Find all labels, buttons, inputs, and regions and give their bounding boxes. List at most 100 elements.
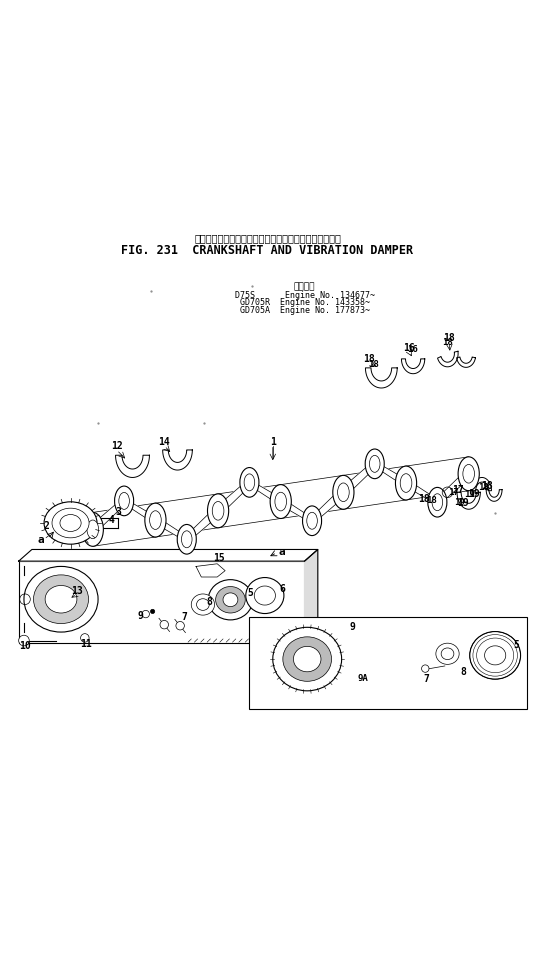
Text: 14: 14 <box>158 437 170 447</box>
Ellipse shape <box>212 502 224 520</box>
Ellipse shape <box>395 467 417 500</box>
Text: 2: 2 <box>44 521 50 531</box>
Ellipse shape <box>60 514 81 532</box>
Ellipse shape <box>240 468 259 497</box>
Text: 19: 19 <box>464 490 475 499</box>
Circle shape <box>19 635 29 646</box>
Circle shape <box>81 634 89 642</box>
Ellipse shape <box>365 449 384 478</box>
Text: GD705R  Engine No. 143358~: GD705R Engine No. 143358~ <box>240 298 370 307</box>
Polygon shape <box>337 464 379 492</box>
Text: 8: 8 <box>461 667 467 677</box>
Ellipse shape <box>34 575 89 623</box>
Ellipse shape <box>45 585 77 613</box>
Text: 18: 18 <box>478 482 489 492</box>
Text: 1: 1 <box>270 437 276 447</box>
Ellipse shape <box>145 504 166 537</box>
Text: 18: 18 <box>368 359 379 369</box>
Ellipse shape <box>44 502 97 544</box>
Text: 18: 18 <box>442 339 453 348</box>
Text: 19: 19 <box>468 489 480 499</box>
Polygon shape <box>116 455 149 477</box>
Ellipse shape <box>254 586 276 605</box>
Ellipse shape <box>275 492 287 511</box>
Polygon shape <box>400 483 442 503</box>
Polygon shape <box>19 549 318 561</box>
Ellipse shape <box>191 594 215 616</box>
Circle shape <box>176 621 185 630</box>
Ellipse shape <box>293 647 321 672</box>
Polygon shape <box>457 357 476 367</box>
Text: 13: 13 <box>71 586 83 596</box>
Ellipse shape <box>119 493 129 509</box>
Text: 18: 18 <box>426 496 437 505</box>
Text: 12: 12 <box>111 441 123 451</box>
Ellipse shape <box>485 646 506 665</box>
Polygon shape <box>212 482 254 510</box>
Ellipse shape <box>244 474 255 491</box>
Polygon shape <box>401 358 425 374</box>
Bar <box>19 561 304 643</box>
Text: 17: 17 <box>452 485 464 495</box>
Text: 4: 4 <box>109 515 114 525</box>
Polygon shape <box>304 549 318 643</box>
Ellipse shape <box>150 510 161 530</box>
Polygon shape <box>87 501 128 529</box>
Text: GD705A  Engine No. 177873~: GD705A Engine No. 177873~ <box>240 306 370 315</box>
Text: 9A: 9A <box>357 674 368 683</box>
Ellipse shape <box>196 599 209 611</box>
Ellipse shape <box>428 487 447 517</box>
Text: 5: 5 <box>514 640 519 650</box>
Text: D75S      Engine No. 134677~: D75S Engine No. 134677~ <box>234 291 374 300</box>
Text: 18: 18 <box>418 494 430 504</box>
Text: 18: 18 <box>443 333 455 343</box>
Ellipse shape <box>114 486 134 515</box>
Ellipse shape <box>432 494 442 510</box>
Ellipse shape <box>302 506 322 536</box>
Polygon shape <box>433 473 475 503</box>
Polygon shape <box>182 510 225 540</box>
Ellipse shape <box>370 456 380 472</box>
Polygon shape <box>457 492 480 509</box>
Ellipse shape <box>400 473 412 492</box>
Polygon shape <box>245 482 287 502</box>
Ellipse shape <box>436 643 459 664</box>
Ellipse shape <box>216 586 245 613</box>
Text: 11: 11 <box>81 639 93 649</box>
Polygon shape <box>120 501 162 520</box>
Text: FIG. 231  CRANKSHAFT AND VIBRATION DAMPER: FIG. 231 CRANKSHAFT AND VIBRATION DAMPER <box>121 244 414 257</box>
Text: 15: 15 <box>213 553 225 564</box>
Ellipse shape <box>458 457 479 491</box>
Ellipse shape <box>24 567 98 632</box>
Text: 10: 10 <box>19 641 31 651</box>
Text: 5: 5 <box>248 588 254 598</box>
Ellipse shape <box>246 578 284 614</box>
Text: a: a <box>37 535 44 544</box>
Text: 19: 19 <box>454 499 464 507</box>
Text: 16: 16 <box>407 345 417 354</box>
Ellipse shape <box>441 648 454 659</box>
Bar <box>249 617 527 709</box>
Text: 適用式番: 適用式番 <box>294 282 315 291</box>
Polygon shape <box>149 520 191 540</box>
Text: 18: 18 <box>481 481 493 491</box>
Text: 6: 6 <box>279 584 285 594</box>
Polygon shape <box>365 368 397 388</box>
Ellipse shape <box>333 475 354 509</box>
Circle shape <box>422 665 429 672</box>
Ellipse shape <box>463 465 475 483</box>
Polygon shape <box>438 352 458 367</box>
Polygon shape <box>486 490 502 502</box>
Ellipse shape <box>177 524 196 554</box>
Circle shape <box>150 610 155 614</box>
Text: a: a <box>279 546 286 556</box>
Text: クランクシャフト　および　バイブレーション　ダンパ: クランクシャフト および バイブレーション ダンパ <box>194 233 341 244</box>
Ellipse shape <box>208 580 253 619</box>
Text: 8: 8 <box>207 597 212 608</box>
Text: 3: 3 <box>115 507 121 517</box>
Text: 18: 18 <box>363 354 375 364</box>
Ellipse shape <box>208 494 228 528</box>
Ellipse shape <box>307 512 317 529</box>
Polygon shape <box>196 564 225 577</box>
Polygon shape <box>308 492 350 521</box>
